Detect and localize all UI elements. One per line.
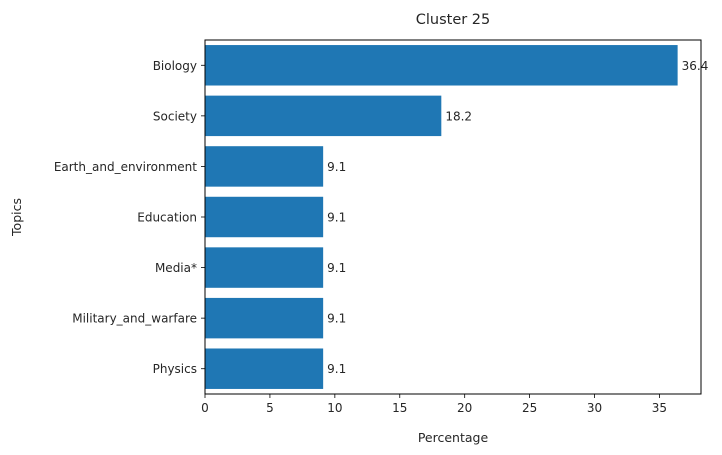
x-axis-label: Percentage [418, 430, 489, 445]
y-tick-label-biology: Biology [153, 59, 197, 73]
bar-biology [205, 45, 678, 86]
data-label-military-and-warfare: 9.1 [327, 312, 346, 326]
x-tick-label-10: 10 [327, 401, 342, 415]
data-label-physics: 9.1 [327, 362, 346, 376]
x-tick-label-0: 0 [201, 401, 209, 415]
x-tick-label-5: 5 [266, 401, 274, 415]
y-tick-label-physics: Physics [153, 362, 197, 376]
y-tick-label-military-and-warfare: Military_and_warfare [72, 312, 197, 326]
x-tick-label-25: 25 [522, 401, 537, 415]
data-label-earth-and-environment: 9.1 [327, 160, 346, 174]
y-tick-label-education: Education [137, 211, 197, 225]
bar-physics [205, 348, 324, 389]
data-label-society: 18.2 [445, 109, 472, 123]
data-labels: 36.4 18.2 9.1 9.1 9.1 9.1 9.1 [327, 59, 708, 376]
chart-title: Cluster 25 [416, 12, 491, 28]
x-tick-label-20: 20 [457, 401, 472, 415]
bar-society [205, 95, 442, 137]
bar-media [205, 247, 324, 288]
data-label-education: 9.1 [327, 211, 346, 225]
data-label-media: 9.1 [327, 261, 346, 275]
x-tick-label-35: 35 [652, 401, 667, 415]
data-label-biology: 36.4 [682, 59, 709, 73]
y-axis-label: Topics [9, 198, 24, 237]
bar-earth-and-environment [205, 146, 324, 187]
y-axis-ticks: Biology Society Earth_and_environment Educa… [54, 59, 205, 376]
plot-frame [204, 39, 702, 395]
y-tick-label-society: Society [153, 109, 197, 123]
x-tick-label-15: 15 [392, 401, 407, 415]
bar-military-and-warfare [205, 297, 324, 339]
bars [205, 45, 678, 389]
x-axis-ticks: 0 5 10 15 20 25 30 35 [201, 394, 667, 415]
y-tick-label-media: Media* [155, 261, 197, 275]
bar-education [205, 196, 324, 238]
x-tick-label-30: 30 [587, 401, 602, 415]
y-tick-label-earth-and-environment: Earth_and_environment [54, 160, 197, 174]
